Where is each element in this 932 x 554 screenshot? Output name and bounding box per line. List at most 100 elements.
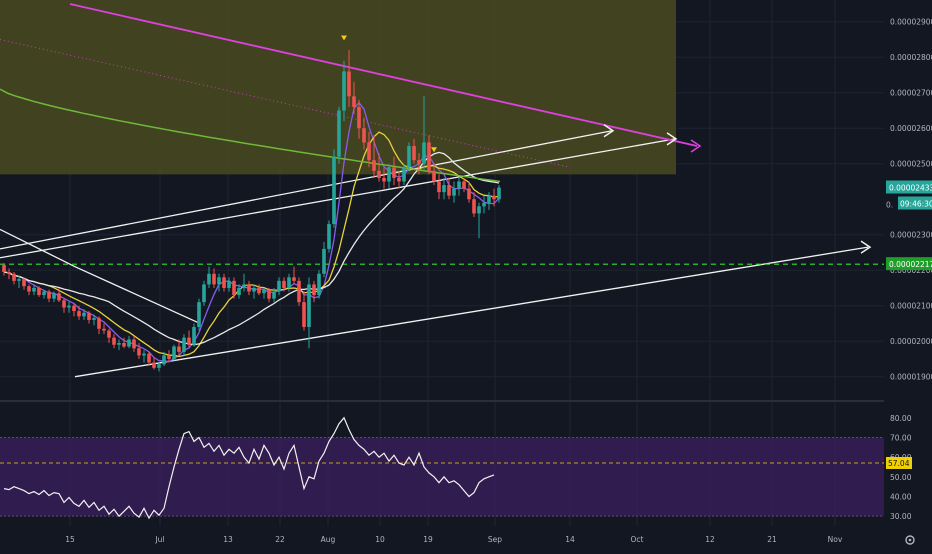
arrow-head-magenta <box>690 139 702 153</box>
middle-channel-line <box>0 138 676 259</box>
rsi-tick-label-3: 50.00 <box>890 473 912 482</box>
time-tick-label-11: 21 <box>767 535 777 544</box>
candle-body-15 <box>77 311 81 317</box>
candle-body-14 <box>72 305 76 312</box>
ma-long-line <box>3 151 500 346</box>
candle-body-43 <box>217 277 221 285</box>
candle-body-85 <box>427 142 431 171</box>
candle-body-51 <box>257 287 261 294</box>
candle-body-49 <box>247 284 251 292</box>
ma-short-line <box>3 101 500 363</box>
time-tick-label-1: Jul <box>154 535 164 544</box>
gear-ring <box>905 535 915 545</box>
candle-body-58 <box>292 277 296 281</box>
price-tick-label-3: 0.00002600 <box>890 124 932 133</box>
time-tick-label-8: 14 <box>565 535 575 544</box>
candle-body-57 <box>287 277 291 288</box>
candle-body-68 <box>342 71 346 111</box>
candle-body-75 <box>377 170 381 178</box>
rsi-band <box>0 437 884 517</box>
signal-marker-1 <box>431 147 437 153</box>
time-tick-label-4: Aug <box>321 535 336 544</box>
candle-body-19 <box>97 318 101 329</box>
candle-body-45 <box>227 280 231 288</box>
candle-body-83 <box>417 160 421 164</box>
candle-body-74 <box>372 160 376 171</box>
time-tick-label-6: 19 <box>423 535 433 544</box>
candle-body-90 <box>452 188 456 196</box>
settings-gear-icon[interactable] <box>905 535 915 545</box>
candle-body-0 <box>2 264 6 272</box>
level-label: 0.00002217 <box>889 260 932 269</box>
candle-body-78 <box>392 167 396 178</box>
candle-body-35 <box>177 346 181 352</box>
candle-body-33 <box>167 355 171 359</box>
candle-body-2 <box>12 273 16 281</box>
candle-body-93 <box>467 188 471 200</box>
candle-body-97 <box>487 195 491 203</box>
candle-body-40 <box>202 284 206 303</box>
price-tick-label-6: 0.00002200 <box>890 266 932 275</box>
candle-body-98 <box>492 195 496 200</box>
time-tick-label-12: Nov <box>828 535 843 544</box>
candle-body-17 <box>87 312 91 320</box>
gear-center <box>908 538 912 542</box>
candle-body-23 <box>117 342 121 345</box>
candle-body-12 <box>62 300 66 308</box>
candle-body-95 <box>477 206 481 214</box>
last-price-badge <box>886 180 932 194</box>
candle-body-60 <box>302 302 306 328</box>
candle-body-81 <box>407 145 411 168</box>
candle-body-42 <box>212 273 216 285</box>
candle-body-21 <box>107 330 111 338</box>
candle-body-53 <box>267 289 271 299</box>
candle-body-29 <box>147 353 151 363</box>
rsi-tick-label-5: 30.00 <box>890 512 912 521</box>
candle-body-39 <box>197 302 201 328</box>
candle-body-30 <box>152 362 156 368</box>
candle-body-64 <box>322 248 326 274</box>
candle-body-70 <box>352 96 356 107</box>
candle-body-80 <box>402 167 406 182</box>
candle-body-28 <box>142 353 146 356</box>
candle-body-50 <box>252 287 256 292</box>
candle-body-86 <box>432 170 436 182</box>
price-tick-label-8: 0.00002000 <box>890 337 932 346</box>
signal-marker-0 <box>341 35 347 41</box>
price-tick-label-4: 0.00002500 <box>890 160 932 169</box>
candle-body-67 <box>337 110 341 157</box>
candle-body-41 <box>207 273 211 285</box>
candle-body-3 <box>17 279 21 281</box>
time-tick-label-10: 12 <box>705 535 715 544</box>
arrow-head-upper <box>603 124 615 138</box>
time-tick-label-7: Sep <box>488 535 502 544</box>
candle-body-96 <box>482 202 486 207</box>
candle-body-4 <box>22 279 26 287</box>
candle-body-73 <box>367 142 371 161</box>
candle-body-84 <box>422 142 426 164</box>
last-price-label: 0.00002433 <box>889 184 932 193</box>
level-badge <box>886 257 932 271</box>
candle-body-56 <box>282 280 286 288</box>
candle-body-69 <box>347 71 351 97</box>
candle-body-48 <box>242 284 246 288</box>
candle-body-5 <box>27 286 31 292</box>
time-tick-label-0: 15 <box>65 535 75 544</box>
time-tick-label-2: 13 <box>223 535 233 544</box>
candle-body-1 <box>7 271 11 274</box>
candle-body-72 <box>362 128 366 143</box>
candle-body-87 <box>437 181 441 193</box>
candle-body-18 <box>92 318 96 320</box>
time-tick-label-5: 10 <box>375 535 385 544</box>
candle-body-16 <box>82 312 86 317</box>
candle-body-63 <box>317 273 321 296</box>
candle-body-36 <box>182 337 186 352</box>
candle-body-27 <box>137 348 141 356</box>
rsi-line <box>3 416 495 520</box>
time-axis-bg <box>0 530 932 550</box>
rsi-tick-label-1: 70.00 <box>890 434 912 443</box>
candle-body-88 <box>442 185 446 193</box>
candle-body-13 <box>67 305 71 308</box>
